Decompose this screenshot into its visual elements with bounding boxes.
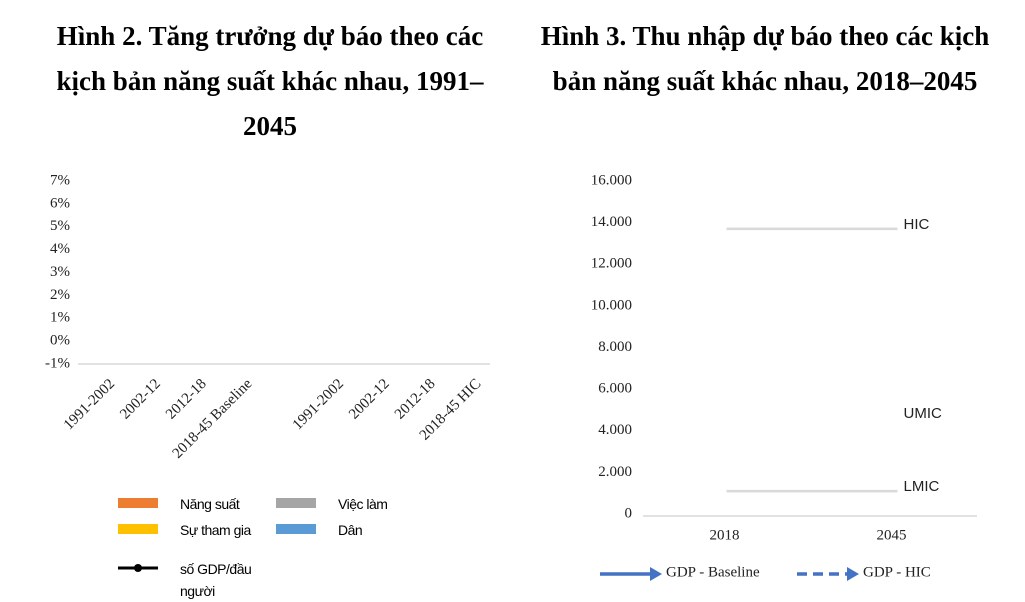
reference-label: HIC bbox=[904, 216, 930, 233]
y-tick-label: 7% bbox=[50, 172, 70, 188]
legend-label: Năng suất bbox=[180, 496, 240, 512]
y-tick-label: 8.000 bbox=[598, 339, 632, 355]
y-tick-label: 6% bbox=[50, 195, 70, 211]
y-tick-label: 4.000 bbox=[598, 422, 632, 438]
y-tick-label: 5% bbox=[50, 218, 70, 234]
legend-label: Dân bbox=[338, 522, 363, 538]
x-tick-label: 2018 bbox=[710, 527, 740, 543]
y-tick-label: 0 bbox=[625, 505, 633, 521]
legend-swatch bbox=[118, 524, 158, 534]
legend-swatch bbox=[276, 498, 316, 508]
legend-swatch bbox=[650, 567, 662, 581]
x-tick-label: 2002-12 bbox=[117, 376, 164, 423]
x-tick-label: 2012-18 bbox=[392, 376, 439, 423]
legend-label: Sự tham gia bbox=[180, 522, 251, 538]
reference-label: LMIC bbox=[904, 478, 940, 495]
legend-swatch bbox=[276, 524, 316, 534]
y-tick-label: 0% bbox=[50, 333, 70, 349]
legend-swatch bbox=[847, 567, 859, 581]
y-tick-label: 2% bbox=[50, 287, 70, 303]
chart-title: Hình 3. Thu nhập dự báo theo các kịch bả… bbox=[540, 21, 990, 96]
reference-label: UMIC bbox=[904, 405, 942, 422]
x-tick-label: 2012-18 bbox=[163, 376, 210, 423]
y-tick-label: 6.000 bbox=[598, 381, 632, 397]
legend-swatch bbox=[118, 498, 158, 508]
x-tick-label: 1991-2002 bbox=[61, 376, 118, 433]
y-tick-label: 4% bbox=[50, 241, 70, 257]
chart-title: Hình 2. Tăng trưởng dự báo theo các kịch… bbox=[56, 21, 484, 141]
y-tick-label: 1% bbox=[50, 310, 70, 326]
legend-label: số GDP/đầu người bbox=[180, 561, 252, 599]
legend-swatch bbox=[134, 564, 142, 572]
x-tick-label: 1991-2002 bbox=[290, 376, 347, 433]
y-tick-label: 3% bbox=[50, 264, 70, 280]
y-tick-label: 2.000 bbox=[598, 464, 632, 480]
legend-label: GDP - Baseline bbox=[666, 564, 760, 580]
legend-label: Việc làm bbox=[338, 496, 388, 512]
x-tick-label: 2018-45 Baseline bbox=[170, 376, 256, 462]
legend-label: GDP - HIC bbox=[863, 564, 931, 580]
y-tick-label: 16.000 bbox=[591, 172, 632, 188]
y-tick-label: -1% bbox=[45, 355, 70, 371]
y-tick-label: 10.000 bbox=[591, 297, 632, 313]
y-tick-label: 12.000 bbox=[591, 256, 632, 272]
y-tick-label: 14.000 bbox=[591, 214, 632, 230]
x-tick-label: 2002-12 bbox=[346, 376, 393, 423]
x-tick-label: 2045 bbox=[877, 527, 907, 543]
